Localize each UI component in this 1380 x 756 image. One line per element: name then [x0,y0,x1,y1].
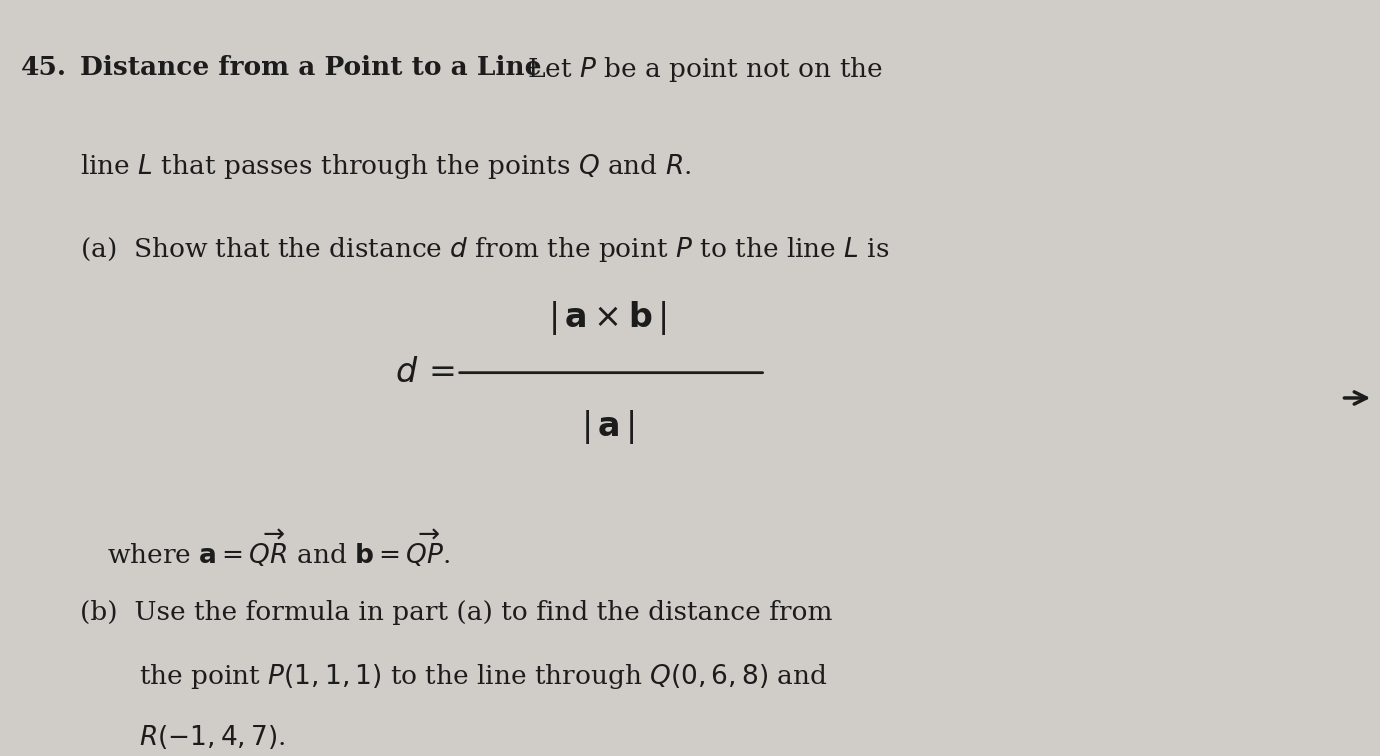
Text: 45.: 45. [21,54,66,79]
Text: Distance from a Point to a Line: Distance from a Point to a Line [80,54,541,79]
Text: $|\,\mathbf{a} \times \mathbf{b}\,|$: $|\,\mathbf{a} \times \mathbf{b}\,|$ [548,299,667,337]
Text: the point $P(1, 1, 1)$ to the line through $Q(0, 6, 8)$ and: the point $P(1, 1, 1)$ to the line throu… [138,662,827,691]
Text: $R(-1, 4, 7)$.: $R(-1, 4, 7)$. [138,723,284,751]
Text: (a)  Show that the distance $d$ from the point $P$ to the line $L$ is: (a) Show that the distance $d$ from the … [80,235,889,265]
Text: $d\,=$: $d\,=$ [395,357,454,389]
Text: line $L$ that passes through the points $Q$ and $R$.: line $L$ that passes through the points … [80,152,691,181]
Text: where $\mathbf{a} = \overrightarrow{QR}$ and $\mathbf{b} = \overrightarrow{QP}$.: where $\mathbf{a} = \overrightarrow{QR}$… [108,528,450,569]
Text: Let $P$ be a point not on the: Let $P$ be a point not on the [519,54,882,84]
Text: $|\,\mathbf{a}\,|$: $|\,\mathbf{a}\,|$ [581,408,635,446]
Text: (b)  Use the formula in part (a) to find the distance from: (b) Use the formula in part (a) to find … [80,600,832,625]
